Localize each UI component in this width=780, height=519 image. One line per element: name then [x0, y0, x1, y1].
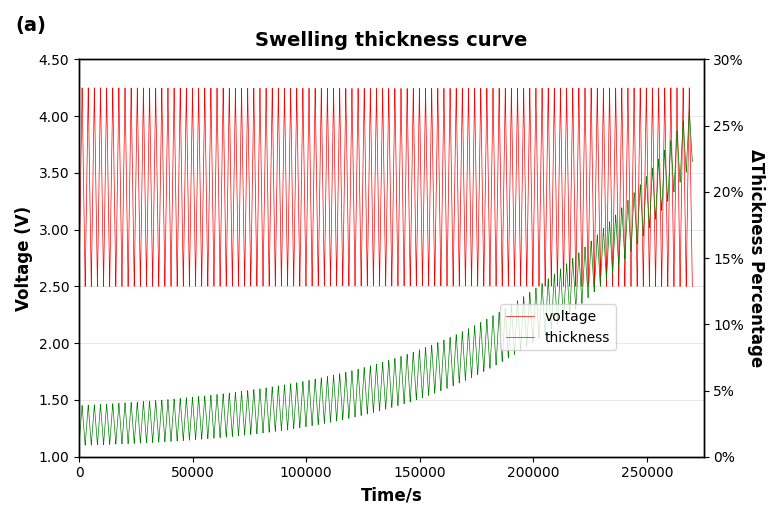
thickness	[399, 390, 408, 397]
thickness	[94, 427, 103, 433]
thickness	[74, 442, 83, 448]
Y-axis label: ΔThickness Percentage: ΔThickness Percentage	[747, 149, 765, 367]
voltage	[399, 242, 408, 248]
thickness	[688, 158, 697, 165]
thickness	[222, 433, 231, 440]
voltage	[141, 244, 151, 250]
Line: voltage: voltage	[79, 88, 693, 286]
voltage	[222, 279, 231, 285]
voltage	[77, 85, 87, 91]
thickness	[141, 431, 151, 438]
Line: thickness: thickness	[79, 110, 693, 445]
X-axis label: Time/s: Time/s	[360, 486, 422, 504]
voltage	[688, 283, 697, 290]
voltage	[94, 209, 103, 215]
thickness	[606, 238, 615, 244]
voltage	[74, 283, 83, 290]
voltage	[209, 258, 218, 265]
Title: Swelling thickness curve: Swelling thickness curve	[255, 31, 527, 50]
Text: (a): (a)	[16, 16, 47, 35]
voltage	[606, 162, 615, 169]
Legend: voltage, thickness: voltage, thickness	[500, 305, 615, 350]
thickness	[209, 429, 218, 435]
Y-axis label: Voltage (V): Voltage (V)	[15, 206, 33, 311]
thickness	[685, 107, 694, 113]
